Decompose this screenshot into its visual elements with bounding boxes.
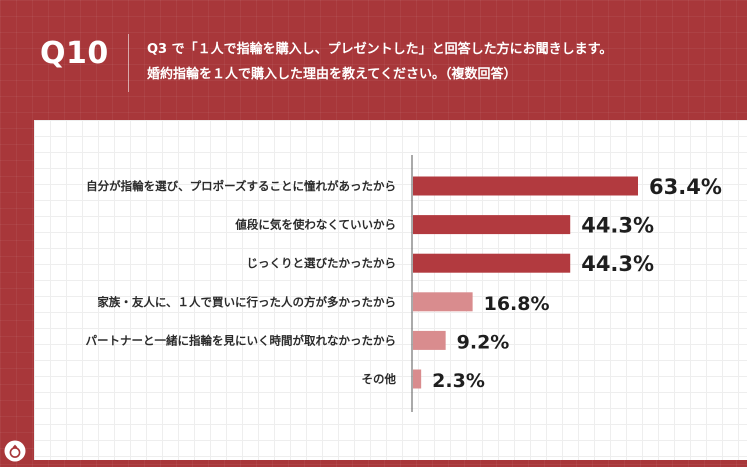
category-label: 値段に気を使わなくていいから [234,218,396,232]
ring-logo-icon [4,440,26,462]
question-line-1: Q3 で「１人で指輪を購入し、プレゼントした」と回答した方にお聞きします。 [147,42,613,57]
value-label: 9.2% [457,331,510,353]
category-label: 家族・友人に、１人で買いに行った人の方が多かったから [97,295,396,309]
category-label: じっくりと選びたかったから [247,256,397,270]
value-label: 63.4% [649,175,722,199]
header-divider [128,34,129,92]
bar [413,253,571,273]
category-label: その他 [362,372,397,386]
bar [413,215,571,235]
bar [413,176,638,196]
value-label: 2.3% [432,370,485,392]
category-label: 自分が指輪を選び、プロポーズすることに憧れがあったから [86,179,396,193]
bar [413,330,446,350]
question-text: Q3 で「１人で指輪を購入し、プレゼントした」と回答した方にお聞きします。 婚約… [147,37,612,87]
value-label: 16.8% [484,293,550,315]
value-label: 44.3% [581,252,654,276]
value-label: 44.3% [581,214,654,238]
question-number: Q10 [40,36,109,71]
bar [413,292,473,312]
question-header: Q10 Q3 で「１人で指輪を購入し、プレゼントした」と回答した方にお聞きします… [0,0,747,118]
chart-card: 自分が指輪を選び、プロポーズすることに憧れがあったから 63.4% 値段に気を使わな… [34,120,747,460]
bar [413,369,422,389]
bar-chart: 自分が指輪を選び、プロポーズすることに憧れがあったから 63.4% 値段に気を使わな… [86,155,722,412]
question-line-2: 婚約指輪を１人で購入した理由を教えてください。（複数回答） [147,67,517,82]
category-label: パートナーと一緒に指輪を見にいく時間が取れなかったから [86,333,397,347]
